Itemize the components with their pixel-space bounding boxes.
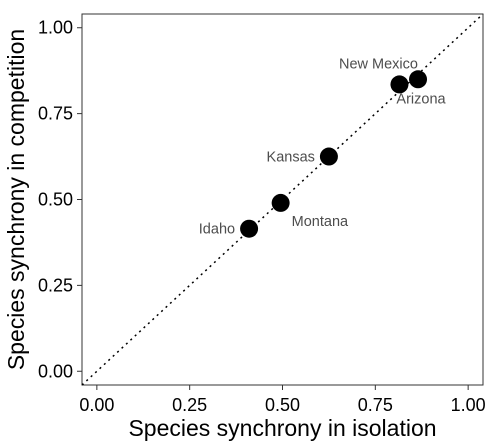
x-tick-label: 0.75 bbox=[358, 395, 393, 415]
data-point bbox=[271, 193, 290, 212]
point-label: Kansas bbox=[267, 150, 315, 166]
data-point bbox=[319, 147, 338, 166]
x-axis-ticks: 0.00 0.25 0.50 0.75 1.00 bbox=[79, 385, 486, 415]
y-tick-label: 0.25 bbox=[38, 275, 73, 295]
x-tick-label: 0.50 bbox=[265, 395, 300, 415]
x-tick-label: 0.00 bbox=[79, 395, 114, 415]
y-tick-label: 0.50 bbox=[38, 190, 73, 210]
identity-line bbox=[81, 13, 484, 386]
data-point bbox=[390, 75, 409, 94]
point-label: Montana bbox=[292, 214, 349, 230]
y-tick-label: 1.00 bbox=[38, 18, 73, 38]
data-point bbox=[409, 70, 428, 89]
y-axis-ticks: 0.00 0.25 0.50 0.75 1.00 bbox=[38, 18, 82, 381]
data-point bbox=[240, 219, 259, 238]
point-label: New Mexico bbox=[339, 56, 418, 72]
y-tick-label: 0.00 bbox=[38, 361, 73, 381]
y-axis-title: Species synchrony in competition bbox=[3, 29, 29, 370]
x-axis-title: Species synchrony in isolation bbox=[128, 415, 436, 441]
x-tick-label: 0.25 bbox=[172, 395, 207, 415]
data-points bbox=[240, 70, 428, 238]
x-tick-label: 1.00 bbox=[451, 395, 486, 415]
point-labels: Idaho Montana Kansas New Mexico Arizona bbox=[199, 56, 447, 237]
y-tick-label: 0.75 bbox=[38, 104, 73, 124]
point-label: Idaho bbox=[199, 222, 235, 238]
point-label: Arizona bbox=[396, 91, 446, 107]
